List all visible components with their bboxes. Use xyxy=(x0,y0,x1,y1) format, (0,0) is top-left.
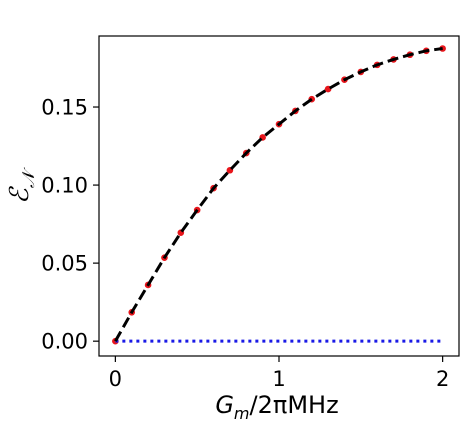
y-tick-label: 0.10 xyxy=(41,174,88,198)
y-tick-label: 0.05 xyxy=(41,252,88,276)
x-axis-label: Gm/2πMHz xyxy=(215,391,338,423)
series-line-dashed xyxy=(114,47,443,342)
x-tick-label: 2 xyxy=(436,367,449,391)
y-axis-label: ℰ𝒩 xyxy=(5,166,39,204)
x-axis-label-main: G xyxy=(215,391,234,419)
y-tick-label: 0.00 xyxy=(41,330,88,354)
y-axis-label-main: ℰ xyxy=(5,186,35,204)
y-axis-label-sub: 𝒩 xyxy=(19,166,39,188)
x-axis-label-sub: m xyxy=(234,404,250,423)
x-axis-label-rest: /2πMHz xyxy=(250,391,339,419)
x-tick-label: 1 xyxy=(272,367,285,391)
x-tick-label: 0 xyxy=(109,367,122,391)
y-tick-label: 0.15 xyxy=(41,96,88,120)
axis-ticks: 0 1 2 0.00 0.05 0.10 0.15 xyxy=(41,96,449,391)
plot-area xyxy=(112,45,446,345)
plot-frame xyxy=(98,35,460,357)
